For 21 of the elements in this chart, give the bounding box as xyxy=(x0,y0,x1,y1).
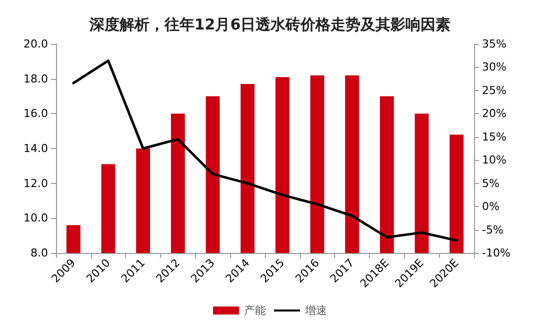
legend-label: 增速 xyxy=(304,304,327,317)
legend-label: 产能 xyxy=(244,304,266,317)
y2-tick-label: 0% xyxy=(482,200,500,214)
y-tick-label: 16.0 xyxy=(24,107,48,120)
y2-tick-label: -10% xyxy=(482,246,510,260)
y-tick-label: 8.0 xyxy=(30,246,48,260)
y-tick-label: 18.0 xyxy=(24,72,48,86)
y-tick-label: 10.0 xyxy=(24,212,48,225)
line-series xyxy=(72,59,458,242)
y2-tick-label: 30% xyxy=(482,60,506,74)
y-tick-label: 14.0 xyxy=(24,142,48,155)
y2-tick-label: 15% xyxy=(482,130,506,144)
y2-tick-label: 20% xyxy=(482,107,506,120)
y2-tick-label: 25% xyxy=(482,84,506,97)
y2-tick-label: 10% xyxy=(482,154,506,167)
chart-title: 深度解析，往年12月6日透水砖价格走势及其影响因素 xyxy=(88,16,451,34)
y2-tick-label: 5% xyxy=(482,176,500,190)
y2-tick-label: -5% xyxy=(482,223,504,236)
y-tick-label: 20.0 xyxy=(24,38,48,50)
y-tick-label: 12.0 xyxy=(24,176,48,190)
y2-tick-label: 35% xyxy=(482,38,506,50)
